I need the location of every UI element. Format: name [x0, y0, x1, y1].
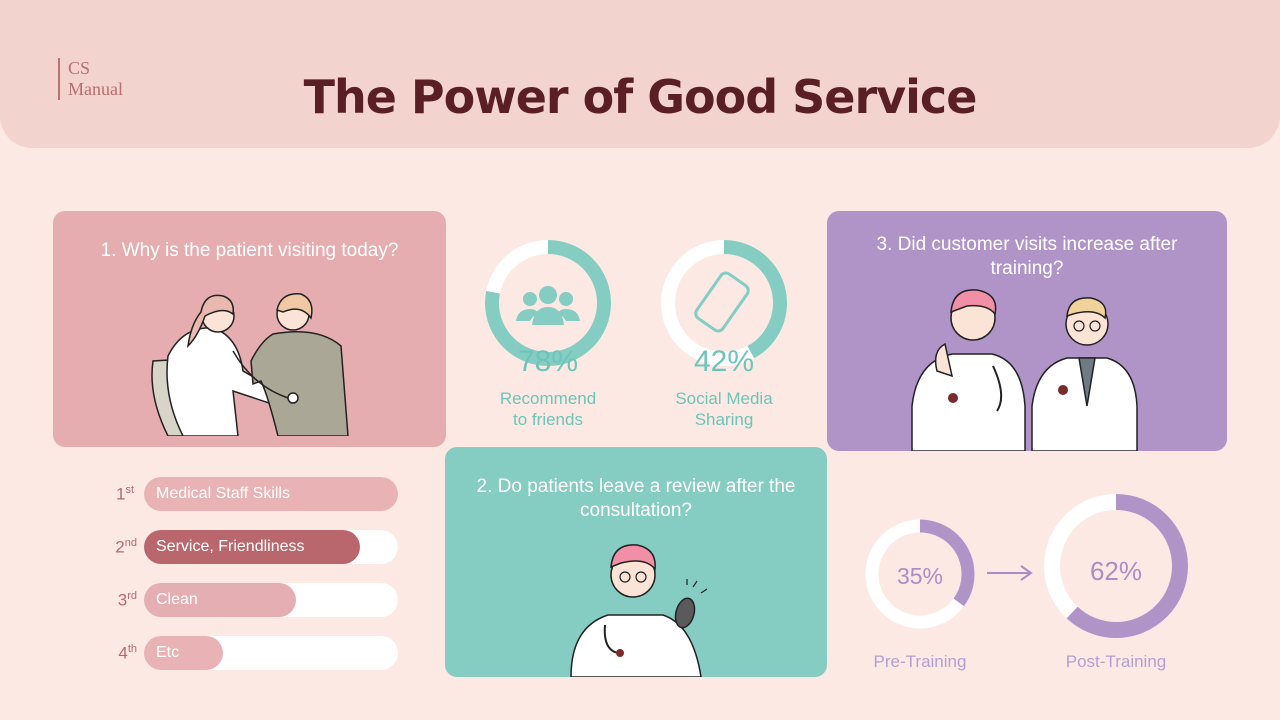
question-card-1: 1. Why is the patient visiting today?	[53, 211, 446, 447]
rank-4-suffix: th	[127, 643, 137, 655]
recommend-label-line-1: Recommend	[499, 389, 597, 408]
rank-number-3: 3rd	[97, 590, 137, 611]
pre-training-label: Pre-Training	[873, 652, 967, 671]
rank-bar-1: Medical Staff Skills	[144, 477, 398, 511]
rank-bar-1-fill	[144, 477, 398, 511]
post-training-percent: 62%	[1089, 556, 1143, 586]
question-card-2: 2. Do patients leave a review after the …	[445, 447, 827, 677]
rank-bar-2: Service, Friendliness	[144, 530, 398, 564]
brand-line-2: Manual	[68, 79, 123, 99]
people-group-icon	[516, 286, 580, 325]
rank-bar-2-label: Service, Friendliness	[156, 538, 305, 555]
post-training-donut	[1044, 494, 1188, 638]
question-card-3: 3. Did customer visits increase after tr…	[827, 211, 1227, 451]
two-doctors-illustration	[911, 289, 1138, 451]
social-sharing-label-line-2: Sharing	[694, 410, 754, 429]
doctor-with-phone-illustration	[570, 544, 708, 677]
rank-bar-4-label: Etc	[156, 644, 180, 661]
rank-4-num: 4	[118, 643, 128, 663]
question-2-text: 2. Do patients leave a review after the …	[476, 476, 796, 521]
rank-bar-3: Clean	[144, 583, 398, 617]
brand-mark: CS Manual	[58, 58, 123, 100]
rank-1-num: 1	[115, 484, 126, 504]
social-sharing-donut	[661, 240, 787, 366]
page-title: The Power of Good Service	[303, 70, 978, 124]
social-sharing-percent: 42%	[693, 345, 755, 378]
rank-3-num: 3	[117, 590, 128, 610]
pre-training-arc	[865, 519, 975, 629]
rank-number-2: 2nd	[97, 537, 137, 558]
rank-bar-2-fill	[144, 530, 360, 564]
social-sharing-donut-arc	[661, 240, 787, 366]
rank-bar-4-fill	[144, 636, 223, 670]
rank-bar-3-label: Clean	[156, 591, 198, 608]
rank-2-num: 2	[115, 537, 125, 557]
pre-training-donut	[865, 519, 975, 629]
social-sharing-label: Social Media Sharing	[654, 388, 794, 430]
rank-number-4: 4th	[97, 643, 137, 664]
post-training-arc	[1044, 494, 1188, 638]
rank-bar-3-fill	[144, 583, 297, 617]
question-3-text: 3. Did customer visits increase after tr…	[876, 234, 1178, 279]
recommend-donut	[485, 240, 611, 366]
rank-number-1: 1st	[94, 484, 134, 505]
social-sharing-label-line-1: Social Media	[675, 389, 773, 408]
post-training-label: Post-Training	[1065, 652, 1167, 671]
rank-bar-1-label: Medical Staff Skills	[156, 485, 290, 502]
recommend-donut-arc	[485, 240, 611, 366]
rank-3-suffix: rd	[127, 590, 137, 602]
rank-bar-4: Etc	[144, 636, 398, 670]
smartphone-icon	[694, 271, 750, 333]
pre-training-percent: 35%	[896, 563, 944, 589]
recommend-percent: 78%	[517, 345, 579, 378]
header-banner: CS Manual The Power of Good Service	[0, 0, 1280, 148]
recommend-label-line-2: to friends	[513, 410, 583, 429]
arrow-right-icon	[987, 565, 1033, 581]
rank-2-suffix: nd	[124, 537, 137, 549]
doctor-patient-illustration	[151, 293, 349, 436]
recommend-label: Recommend to friends	[478, 388, 618, 430]
question-1-text: 1. Why is the patient visiting today?	[100, 240, 399, 261]
brand-line-1: CS	[68, 58, 91, 78]
rank-1-suffix: st	[125, 484, 134, 496]
